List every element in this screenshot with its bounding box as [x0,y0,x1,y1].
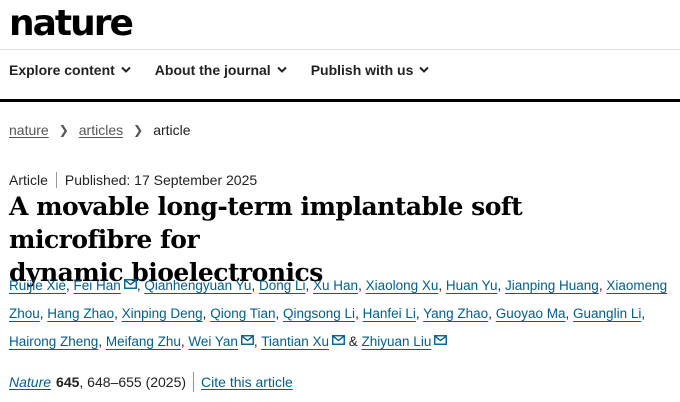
citation-line: Nature 645 , 648–655 (2025) Cite this ar… [9,372,293,392]
main-nav: Explore content About the journal Publis… [9,62,430,78]
chevron-down-icon [276,66,287,73]
article-type: Article [9,172,48,188]
breadcrumb-articles[interactable]: articles [78,122,124,138]
breadcrumb-current: article [153,122,191,138]
published-date: Published: 17 September 2025 [64,172,258,188]
author-link[interactable]: Qiong Tian [210,306,276,321]
mail-icon[interactable] [434,335,448,345]
article-title: A movable long-term implantable soft mic… [9,190,669,289]
author-link[interactable]: Zhiyuan Liu [361,334,432,349]
journal-link[interactable]: Nature [9,374,52,390]
chevron-right-icon: ❯ [133,123,144,137]
author-link[interactable]: Ruijie Xie [9,278,67,293]
chevron-down-icon [419,66,430,73]
author-link[interactable]: Huan Yu [445,278,498,293]
author-link[interactable]: Meifang Zhu [105,334,181,349]
author-link[interactable]: Hanfei Li [362,306,416,321]
author-link[interactable]: Tiantian Xu [261,334,329,349]
author-link[interactable]: Dong Li [258,278,306,293]
article-meta: Article Published: 17 September 2025 [9,172,257,188]
nav-item-label: About the journal [154,62,271,78]
chevron-down-icon [121,66,131,73]
title-line: A movable long-term implantable soft mic… [9,192,523,254]
title-line: dynamic bioelectronics [9,258,323,287]
journal-volume: 645 [56,374,80,390]
mail-icon[interactable] [240,335,254,345]
nav-item-label: Explore content [9,62,115,78]
breadcrumb: nature ❯ articles ❯ article [9,122,191,138]
nav-item-label: Publish with us [310,62,414,78]
mail-icon[interactable] [123,279,137,289]
author-link[interactable]: Xu Han [313,278,359,293]
author-ampersand: & [348,334,358,349]
mail-icon[interactable] [332,335,345,345]
chevron-right-icon: ❯ [58,123,69,137]
author-link[interactable]: Hang Zhao [47,306,115,321]
author-link[interactable]: Xinping Deng [121,306,203,321]
author-link[interactable]: Qingsong Li [283,306,356,321]
nav-publish-with-us[interactable]: Publish with us [311,62,430,78]
author-link[interactable]: Hairong Zheng [9,334,99,349]
author-link[interactable]: Yang Zhao [423,306,489,321]
author-link[interactable]: Xiaomeng Zhou [9,278,668,321]
author-link[interactable]: Wei Yan [188,334,238,349]
breadcrumb-nature[interactable]: nature [9,122,49,138]
nav-about-journal[interactable]: About the journal [155,62,287,78]
author-list: Ruijie Xie, Fei Han, Qianhengyuan Yu, Do… [9,278,668,349]
header-divider [0,49,680,50]
author-link[interactable]: Xiaolong Xu [365,278,439,293]
author-link[interactable]: Guoyao Ma [495,306,566,321]
nav-underline-bar [0,99,680,102]
nature-logo[interactable]: nature [9,3,134,44]
author-link[interactable]: Jianping Huang [504,278,599,293]
nav-explore-content[interactable]: Explore content [9,62,131,78]
author-link[interactable]: Fei Han [73,278,121,293]
meta-divider [55,172,57,188]
pages-year: , 648–655 (2025) [79,374,187,390]
citation-divider [193,372,195,392]
author-link[interactable]: Guanglin Li [573,306,642,321]
cite-this-article-link[interactable]: Cite this article [201,374,293,390]
author-link[interactable]: Qianhengyuan Yu [144,278,252,293]
